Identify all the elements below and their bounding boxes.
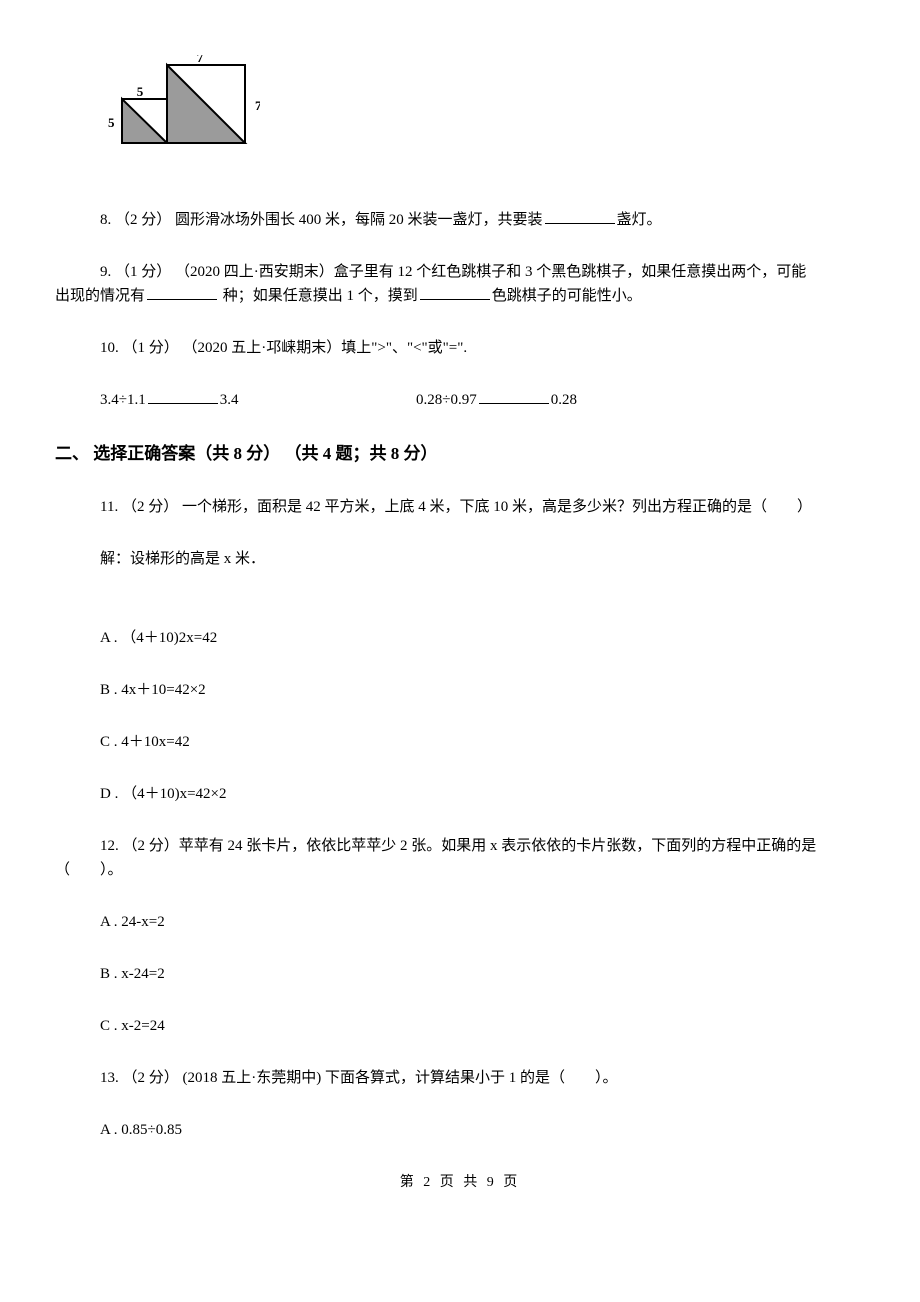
label-right-7: 7: [255, 98, 260, 113]
q11-option-b[interactable]: B . 4x＋10=42×2: [55, 678, 865, 702]
q9-line2a: 出现的情况有: [55, 288, 145, 304]
q11-option-c[interactable]: C . 4＋10x=42: [55, 730, 865, 754]
q9-line2: 出现的情况有 种；如果任意摸出 1 个，摸到 色跳棋子的可能性小。: [55, 284, 865, 308]
q8-text-a: 8. （2 分） 圆形滑冰场外围长 400 米，每隔 20 米装一盏灯，共要装: [100, 212, 543, 228]
cmp-left-a: 3.4÷1.1: [100, 392, 146, 408]
page-footer: 第 2 页 共 9 页: [55, 1172, 865, 1194]
q12-option-b[interactable]: B . x-24=2: [55, 962, 865, 986]
cmp-left-b: 3.4: [220, 392, 239, 408]
q10-text: 10. （1 分） （2020 五上·邛崃期末）填上">"、"<"或"=".: [100, 340, 467, 356]
q13-text: 13. （2 分） (2018 五上·东莞期中) 下面各算式，计算结果小于 1 …: [100, 1070, 565, 1086]
q9-blank1[interactable]: [147, 285, 217, 300]
q9-blank2[interactable]: [420, 285, 490, 300]
cmp-blank1[interactable]: [148, 389, 218, 404]
label-top-5: 5: [137, 84, 144, 99]
section-2-heading: 二、 选择正确答案（共 8 分） （共 4 题；共 8 分）: [55, 440, 865, 467]
label-left-5: 5: [108, 115, 115, 130]
q12-line2a: （: [55, 862, 70, 878]
question-13: 13. （2 分） (2018 五上·东莞期中) 下面各算式，计算结果小于 1 …: [55, 1066, 865, 1090]
q11-option-d[interactable]: D . （4＋10)x=42×2: [55, 782, 865, 806]
q13-option-a[interactable]: A . 0.85÷0.85: [55, 1118, 865, 1142]
big-triangle: [167, 65, 245, 143]
q9-line2c: 色跳棋子的可能性小。: [492, 288, 642, 304]
q10-compare: 3.4÷1.1 3.4 0.28÷0.97 0.28: [55, 388, 865, 412]
composite-shape-svg: 7 7 5 5: [100, 55, 260, 165]
q11-text-end: ）: [797, 499, 812, 515]
q12-option-c[interactable]: C . x-2=24: [55, 1014, 865, 1038]
q11-option-a[interactable]: A . （4＋10)2x=42: [55, 626, 865, 650]
small-triangle: [122, 99, 167, 143]
q8-text-b: 盏灯。: [617, 212, 662, 228]
question-9: 9. （1 分） （2020 四上·西安期末）盒子里有 12 个红色跳棋子和 3…: [55, 260, 865, 308]
question-11: 11. （2 分） 一个梯形，面积是 42 平方米，上底 4 米，下底 10 米…: [55, 495, 865, 519]
q13-text-end: ）。: [595, 1070, 618, 1086]
label-top-7: 7: [197, 55, 204, 65]
q7-figure: 7 7 5 5: [55, 55, 865, 173]
q8-blank[interactable]: [545, 209, 615, 224]
cmp-right-b: 0.28: [551, 392, 577, 408]
cmp-right-a: 0.28÷0.97: [416, 392, 477, 408]
q11-sub: 解：设梯形的高是 x 米．: [55, 547, 865, 571]
q12-line1: 12. （2 分）苹苹有 24 张卡片，依依比苹苹少 2 张。如果用 x 表示依…: [55, 834, 865, 858]
question-10: 10. （1 分） （2020 五上·邛崃期末）填上">"、"<"或"=".: [55, 336, 865, 360]
question-12: 12. （2 分）苹苹有 24 张卡片，依依比苹苹少 2 张。如果用 x 表示依…: [55, 834, 865, 882]
cmp-blank2[interactable]: [479, 389, 549, 404]
q12-line2b: ）。: [100, 862, 123, 878]
q12-option-a[interactable]: A . 24-x=2: [55, 910, 865, 934]
question-8: 8. （2 分） 圆形滑冰场外围长 400 米，每隔 20 米装一盏灯，共要装 盏…: [55, 208, 865, 232]
q11-text: 11. （2 分） 一个梯形，面积是 42 平方米，上底 4 米，下底 10 米…: [100, 499, 767, 515]
q9-line2b: 种；如果任意摸出 1 个，摸到: [219, 288, 418, 304]
q12-line2: （ ）。: [55, 858, 865, 882]
q9-line1: 9. （1 分） （2020 四上·西安期末）盒子里有 12 个红色跳棋子和 3…: [55, 260, 865, 284]
